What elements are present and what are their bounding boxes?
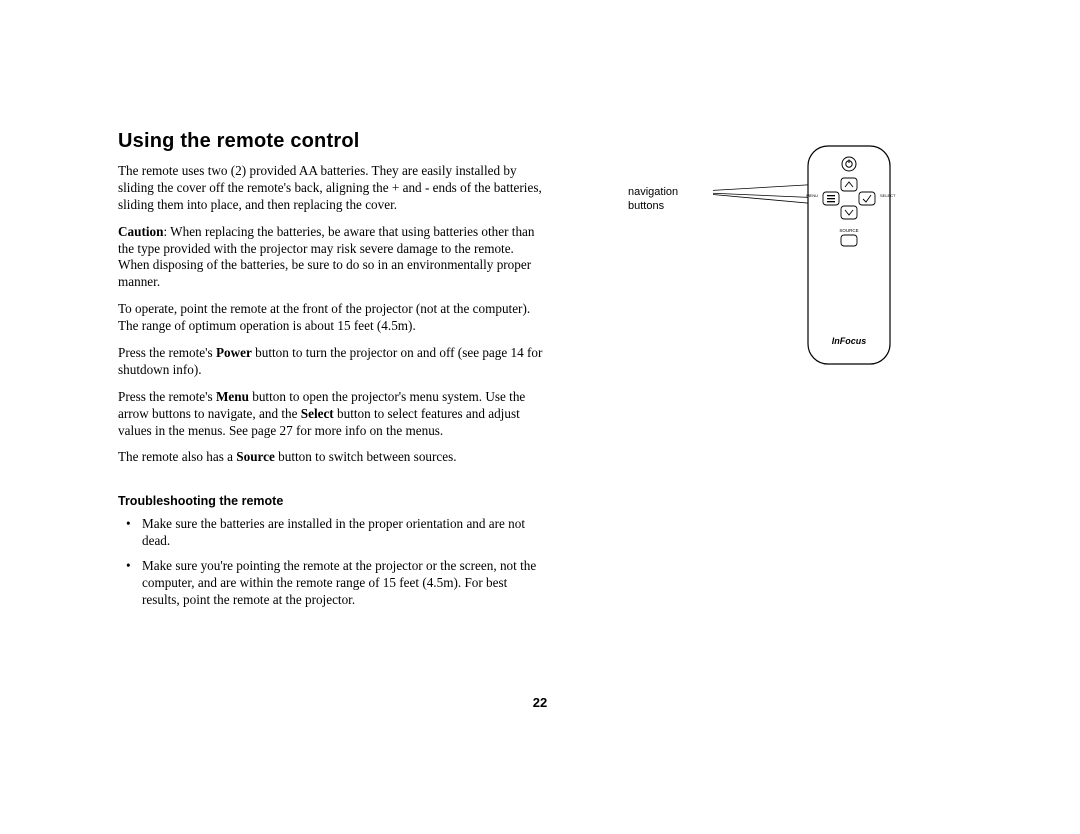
paragraph-intro: The remote uses two (2) provided AA batt… bbox=[118, 163, 548, 214]
troubleshooting-heading: Troubleshooting the remote bbox=[118, 494, 548, 508]
list-item: Make sure you're pointing the remote at … bbox=[142, 558, 548, 609]
p4-pre: Press the remote's bbox=[118, 345, 216, 360]
nav-buttons-label: navigation buttons bbox=[628, 186, 678, 214]
menu-text: MENU bbox=[806, 193, 818, 198]
select-bold: Select bbox=[301, 406, 334, 421]
left-column: Using the remote control The remote uses… bbox=[118, 130, 548, 617]
power-bold: Power bbox=[216, 345, 252, 360]
select-text: SELECT bbox=[880, 193, 896, 198]
source-label-text: SOURCE bbox=[839, 228, 858, 233]
source-bold: Source bbox=[236, 449, 275, 464]
nav-label-line2: buttons bbox=[628, 200, 664, 212]
paragraph-power: Press the remote's Power button to turn … bbox=[118, 345, 548, 379]
page-title: Using the remote control bbox=[118, 130, 548, 153]
p6-b: button to switch between sources. bbox=[275, 449, 457, 464]
menu-bold: Menu bbox=[216, 389, 249, 404]
troubleshooting-list: Make sure the batteries are installed in… bbox=[118, 516, 548, 608]
nav-label-line1: navigation bbox=[628, 186, 678, 198]
manual-page: Using the remote control The remote uses… bbox=[118, 130, 978, 617]
brand-logo: InFocus bbox=[832, 336, 867, 346]
paragraph-menu: Press the remote's Menu button to open t… bbox=[118, 389, 548, 440]
p6-a: The remote also has a bbox=[118, 449, 236, 464]
paragraph-operate: To operate, point the remote at the fron… bbox=[118, 301, 548, 335]
remote-figure: navigation buttons bbox=[628, 144, 968, 374]
power-button-icon bbox=[842, 157, 856, 171]
p5-a: Press the remote's bbox=[118, 389, 216, 404]
paragraph-caution: Caution: When replacing the batteries, b… bbox=[118, 224, 548, 292]
list-item: Make sure the batteries are installed in… bbox=[142, 516, 548, 550]
page-number: 22 bbox=[0, 695, 1080, 710]
remote-illustration: MENU SELECT SOURCE InFocus bbox=[713, 144, 943, 374]
caution-label: Caution bbox=[118, 224, 163, 239]
source-button-icon bbox=[841, 235, 857, 246]
caution-text: : When replacing the batteries, be aware… bbox=[118, 224, 535, 290]
right-column: navigation buttons bbox=[628, 144, 968, 374]
paragraph-source: The remote also has a Source button to s… bbox=[118, 449, 548, 466]
